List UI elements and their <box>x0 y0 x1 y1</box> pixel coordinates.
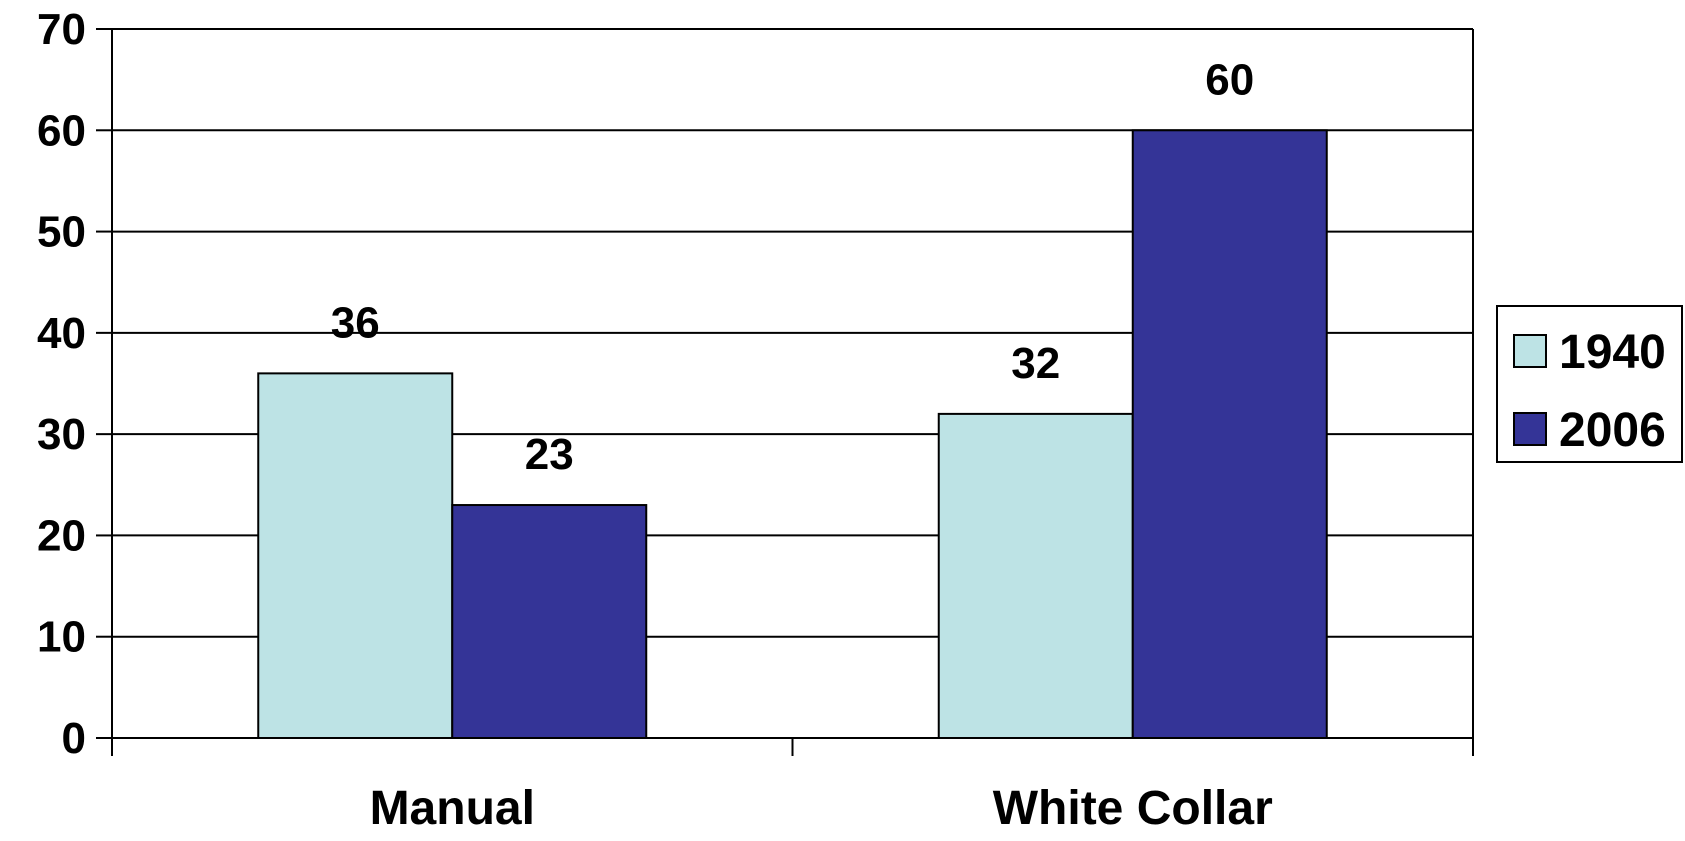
data-label: 36 <box>331 298 380 347</box>
labels: 0 10 20 30 40 50 60 70 36 23 Manual 32 60 White Colla… <box>37 5 1273 835</box>
category-label: White Collar <box>993 782 1273 835</box>
y-tick-label: 70 <box>37 5 86 54</box>
data-label: 60 <box>1205 55 1254 104</box>
y-tick-label: 40 <box>37 309 86 358</box>
legend-swatch <box>1513 334 1547 368</box>
legend-label: 2006 <box>1559 404 1666 457</box>
y-tick-label: 0 <box>62 714 86 763</box>
legend: 1940 2006 <box>1496 305 1683 463</box>
axes <box>96 28 1474 756</box>
legend-swatch <box>1513 412 1547 446</box>
bar-1940-white-collar <box>937 412 1134 739</box>
y-tick-label: 50 <box>37 208 86 257</box>
bar-1940-manual <box>257 372 454 739</box>
y-tick-label: 60 <box>37 106 86 155</box>
category-label: Manual <box>370 782 535 835</box>
y-tick-label: 20 <box>37 511 86 560</box>
data-label: 23 <box>525 430 574 479</box>
y-tick-label: 30 <box>37 410 86 459</box>
bars <box>257 129 1328 740</box>
legend-label: 1940 <box>1559 326 1666 379</box>
y-tick-label: 10 <box>37 613 86 662</box>
data-label: 32 <box>1011 339 1060 388</box>
bar-2006-manual <box>451 504 648 739</box>
bar-2006-white-collar <box>1131 129 1328 740</box>
